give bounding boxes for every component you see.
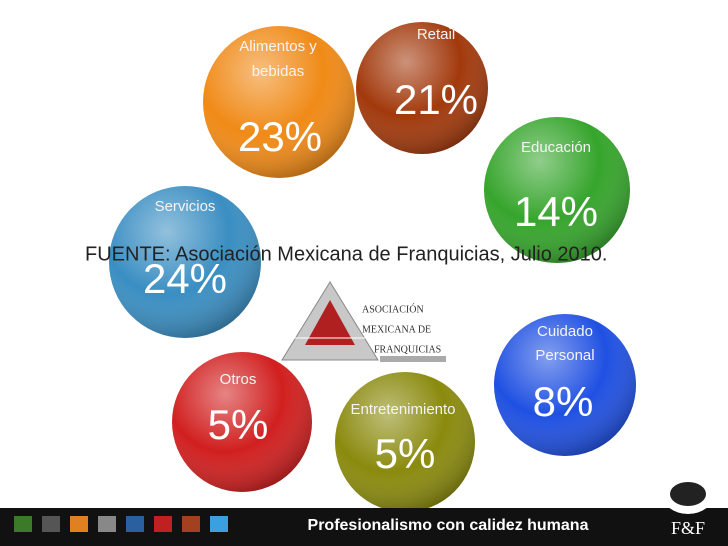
bubble-shine <box>203 26 355 178</box>
bubble-label: Alimentos y <box>239 38 317 55</box>
bubble-shine <box>484 117 630 263</box>
bubble-value: 5% <box>375 430 436 477</box>
bubble-value: 14% <box>514 188 598 235</box>
bubble-label: Servicios <box>155 198 216 215</box>
bubble-shine <box>109 186 261 338</box>
footer-square <box>154 516 172 532</box>
bubble-otros: Otros 5% <box>172 352 312 492</box>
footer-square <box>98 516 116 532</box>
bubble-shine <box>172 352 312 492</box>
footer-square <box>182 516 200 532</box>
brand-name: F&F <box>671 518 705 538</box>
footer-square <box>126 516 144 532</box>
footer-square <box>210 516 228 532</box>
footer-tagline: Profesionalismo con calidez humana <box>308 517 589 534</box>
bubble-shine <box>335 372 475 512</box>
amf-logo: ASOCIACIÓN MEXICANA DE FRANQUICIAS <box>281 281 446 362</box>
bubble-cuidado: Cuidado Personal 8% <box>494 314 636 456</box>
bubble-educacion: Educación 14% <box>484 117 630 263</box>
bubble-shine <box>494 314 636 456</box>
bubble-value: 23% <box>238 113 322 160</box>
logo-text: MEXICANA DE <box>362 324 431 335</box>
bubble-label: Educación <box>521 139 591 156</box>
bubble-label: Otros <box>220 371 257 388</box>
source-note: FUENTE: Asociación Mexicana de Franquici… <box>85 243 607 265</box>
logo-text: ASOCIACIÓN <box>362 303 424 315</box>
footer-square <box>14 516 32 532</box>
logo-text: FRANQUICIAS <box>374 344 441 355</box>
bubble-servicios: Servicios 24% <box>109 186 261 338</box>
bubble-label: Cuidado <box>537 323 593 340</box>
bubble-label: Personal <box>535 347 594 364</box>
bubble-shine <box>356 22 488 154</box>
bubble-entretenimiento: Entretenimiento 5% <box>335 372 475 512</box>
bubble-value: 5% <box>208 401 269 448</box>
logo-triangle-inner <box>305 300 355 345</box>
footer-bar <box>0 508 728 546</box>
footer-square <box>70 516 88 532</box>
footer-square <box>42 516 60 532</box>
bubble-alimentos: Alimentos y bebidas 23% <box>203 26 355 178</box>
footer: Profesionalismo con calidez humana F&F <box>0 474 728 546</box>
bubble-value: 8% <box>533 378 594 425</box>
bubble-label: bebidas <box>252 63 305 80</box>
logo-bar <box>380 356 446 362</box>
bubble-label: Entretenimiento <box>350 401 455 418</box>
bubble-retail: Retail 21% <box>356 22 488 154</box>
bubble-value: 21% <box>394 76 478 123</box>
bubble-label: Retail <box>417 26 455 43</box>
bubble-value: 24% <box>143 255 227 302</box>
brand-emblem-inner <box>670 482 706 506</box>
